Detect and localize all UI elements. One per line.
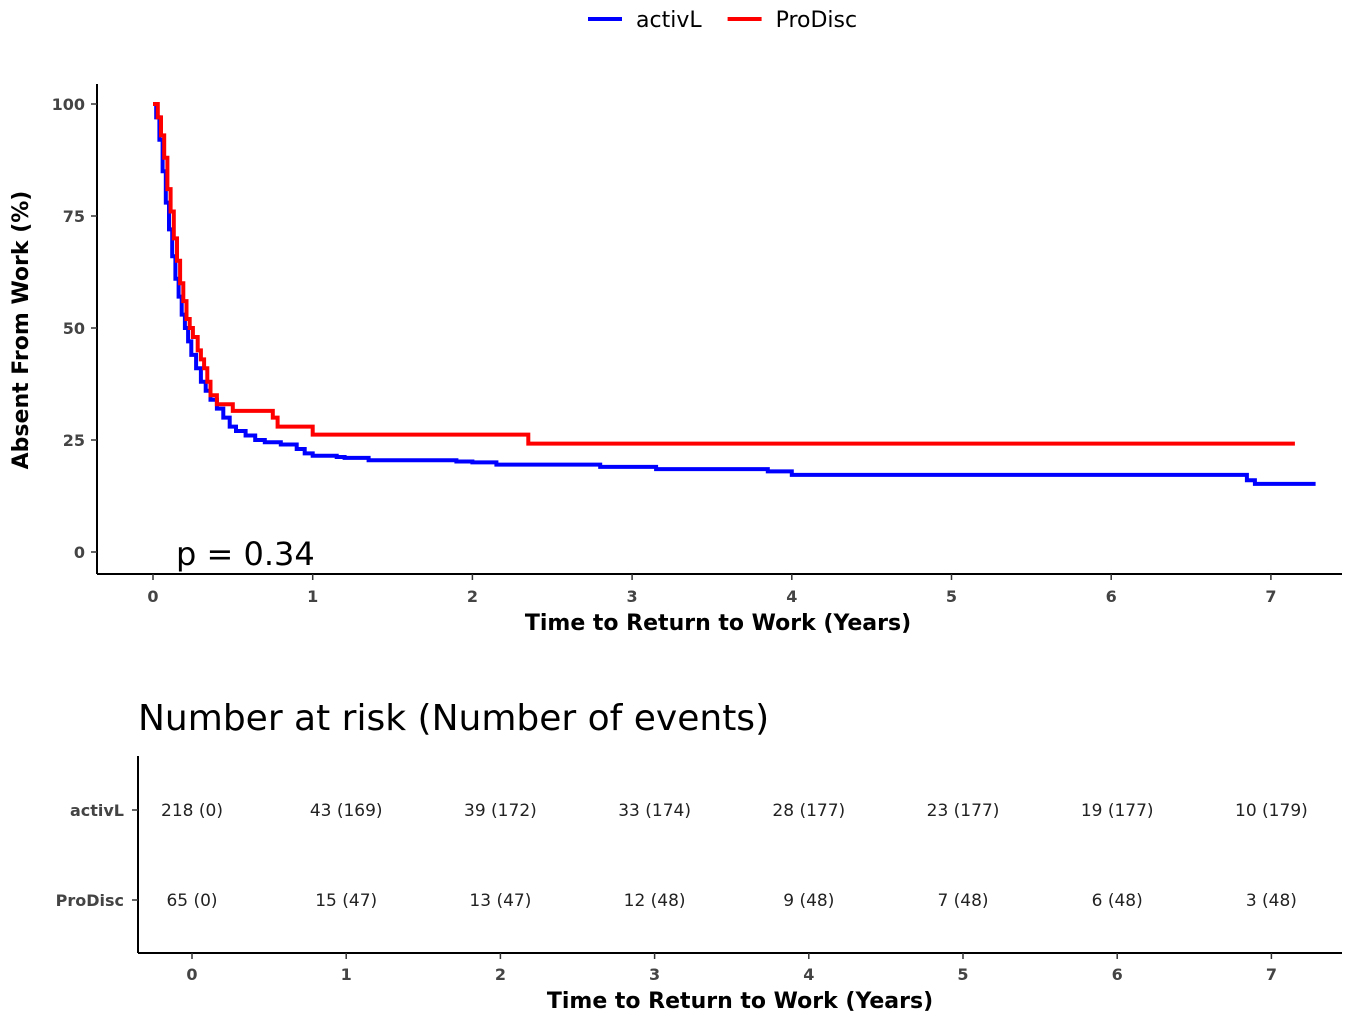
risk-x-tick-label: 2 (495, 965, 506, 984)
legend-label-activl: activL (636, 8, 702, 33)
risk-cell: 12 (48) (624, 891, 686, 911)
risk-cell: 10 (179) (1235, 801, 1308, 821)
risk-cell: 39 (172) (464, 801, 537, 821)
survival-x-tick-label: 2 (467, 587, 478, 606)
survival-y-tick-label: 75 (63, 207, 85, 226)
risk-cell: 7 (48) (937, 891, 988, 911)
survival-x-tick-label: 7 (1265, 587, 1276, 606)
risk-cell: 19 (177) (1081, 801, 1154, 821)
survival-x-tick-label: 5 (946, 587, 957, 606)
risk-table: Number at risk (Number of events) 0 1 2 3 4 5… (56, 698, 1342, 1013)
risk-cell: 43 (169) (310, 801, 383, 821)
risk-table-cells: activL 218 (0) 43 (169) 39 (172) 33 (174) 28 … (56, 801, 1308, 911)
risk-table-axes: 0 1 2 3 4 5 6 7 (132, 756, 1342, 984)
survival-x-tick-label: 6 (1106, 587, 1117, 606)
risk-cell: 218 (0) (161, 801, 223, 821)
risk-cell: 9 (48) (783, 891, 834, 911)
survival-x-tick-label: 0 (147, 587, 158, 606)
survival-y-axis-title: Absent From Work (%) (9, 191, 34, 470)
risk-x-tick-label: 0 (186, 965, 197, 984)
survival-curves (153, 102, 1316, 486)
survival-x-tick-label: 4 (786, 587, 797, 606)
series-line-prodisc (153, 102, 1295, 446)
risk-row-label-prodisc: ProDisc (56, 891, 124, 910)
survival-y-tick-label: 50 (63, 319, 85, 338)
risk-table-title: Number at risk (Number of events) (138, 698, 769, 739)
series-line-activl (153, 102, 1316, 486)
risk-x-tick-label: 7 (1266, 965, 1277, 984)
survival-plot: 0 1 2 3 4 5 6 7 0 25 50 75 100 p = 0.34 Time to Retu… (9, 84, 1342, 636)
survival-ticks: 0 1 2 3 4 5 6 7 0 25 50 75 100 (52, 95, 1277, 606)
risk-cell: 28 (177) (772, 801, 845, 821)
risk-x-axis-title: Time to Return to Work (Years) (547, 989, 933, 1013)
risk-x-tick-label: 3 (649, 965, 660, 984)
risk-cell: 65 (0) (166, 891, 217, 911)
risk-x-tick-label: 5 (957, 965, 968, 984)
risk-x-tick-label: 6 (1112, 965, 1123, 984)
survival-x-axis-title: Time to Return to Work (Years) (525, 611, 911, 636)
risk-x-tick-label: 4 (803, 965, 814, 984)
risk-x-tick-label: 1 (341, 965, 352, 984)
survival-x-tick-label: 1 (307, 587, 318, 606)
survival-x-tick-label: 3 (627, 587, 638, 606)
risk-cell: 6 (48) (1092, 891, 1143, 911)
p-value-annotation: p = 0.34 (176, 535, 315, 573)
risk-cell: 23 (177) (927, 801, 1000, 821)
risk-row-label-activl: activL (70, 801, 124, 820)
risk-cell: 13 (47) (469, 891, 531, 911)
survival-y-tick-label: 100 (52, 95, 85, 114)
survival-y-tick-label: 0 (74, 543, 85, 562)
survival-y-tick-label: 25 (63, 431, 85, 450)
risk-cell: 15 (47) (315, 891, 377, 911)
survival-axes (96, 84, 1342, 575)
legend-label-prodisc: ProDisc (776, 8, 858, 33)
risk-cell: 33 (174) (618, 801, 691, 821)
risk-cell: 3 (48) (1246, 891, 1297, 911)
legend: activL ProDisc (588, 8, 857, 33)
